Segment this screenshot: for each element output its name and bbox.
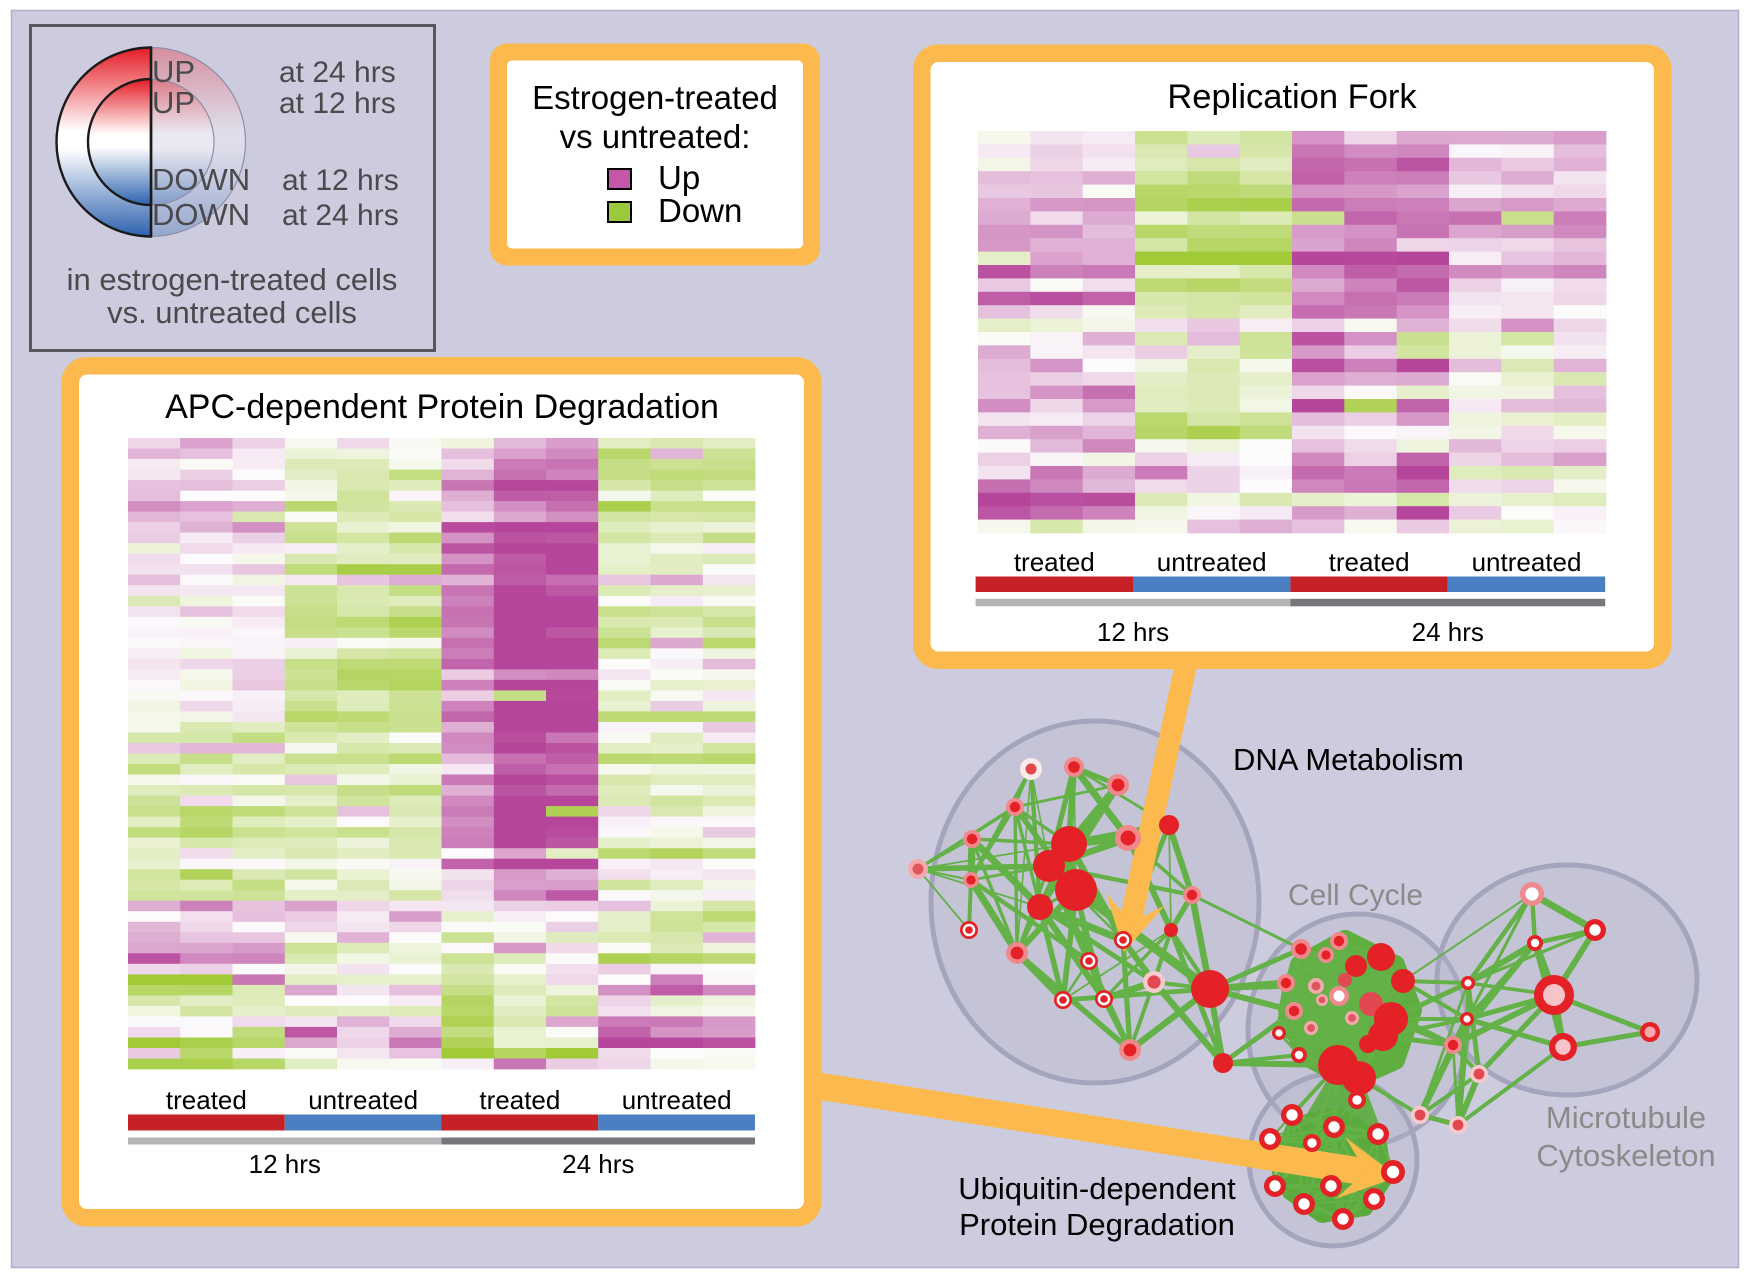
svg-text:Replication Fork: Replication Fork (1167, 78, 1417, 116)
svg-text:DOWN: DOWN (152, 197, 250, 232)
svg-text:at 24 hrs: at 24 hrs (279, 56, 396, 89)
svg-text:12 hrs: 12 hrs (1097, 617, 1169, 647)
svg-text:DOWN: DOWN (152, 162, 250, 197)
svg-text:Protein Degradation: Protein Degradation (959, 1207, 1235, 1242)
svg-text:Cytoskeleton: Cytoskeleton (1536, 1138, 1715, 1173)
svg-text:at 12 hrs: at 12 hrs (279, 87, 396, 120)
svg-text:APC-dependent Protein Degradat: APC-dependent Protein Degradation (165, 388, 719, 426)
svg-text:at 12 hrs: at 12 hrs (282, 164, 399, 197)
svg-text:Cell Cycle: Cell Cycle (1288, 879, 1423, 912)
svg-text:untreated: untreated (1157, 547, 1267, 577)
svg-text:UP: UP (152, 54, 195, 89)
svg-text:DNA Metabolism: DNA Metabolism (1233, 742, 1464, 777)
svg-text:treated: treated (1329, 547, 1410, 577)
svg-text:Down: Down (658, 192, 742, 229)
svg-text:Up: Up (658, 159, 700, 196)
svg-text:untreated: untreated (622, 1085, 732, 1115)
svg-text:Ubiquitin-dependent: Ubiquitin-dependent (958, 1171, 1236, 1206)
svg-text:treated: treated (166, 1085, 247, 1115)
svg-text:vs. untreated cells: vs. untreated cells (107, 295, 357, 330)
svg-text:untreated: untreated (1472, 547, 1582, 577)
svg-text:treated: treated (1014, 547, 1095, 577)
svg-text:12 hrs: 12 hrs (249, 1149, 321, 1179)
svg-text:UP: UP (152, 85, 195, 120)
svg-text:at 24 hrs: at 24 hrs (282, 199, 399, 232)
svg-text:24 hrs: 24 hrs (562, 1149, 634, 1179)
svg-text:untreated: untreated (308, 1085, 418, 1115)
svg-text:vs untreated:: vs untreated: (560, 118, 751, 155)
svg-text:Microtubule: Microtubule (1546, 1100, 1706, 1135)
svg-text:treated: treated (479, 1085, 560, 1115)
svg-text:Estrogen-treated: Estrogen-treated (532, 79, 778, 116)
svg-text:24 hrs: 24 hrs (1412, 617, 1484, 647)
svg-text:in estrogen-treated cells: in estrogen-treated cells (67, 262, 398, 297)
